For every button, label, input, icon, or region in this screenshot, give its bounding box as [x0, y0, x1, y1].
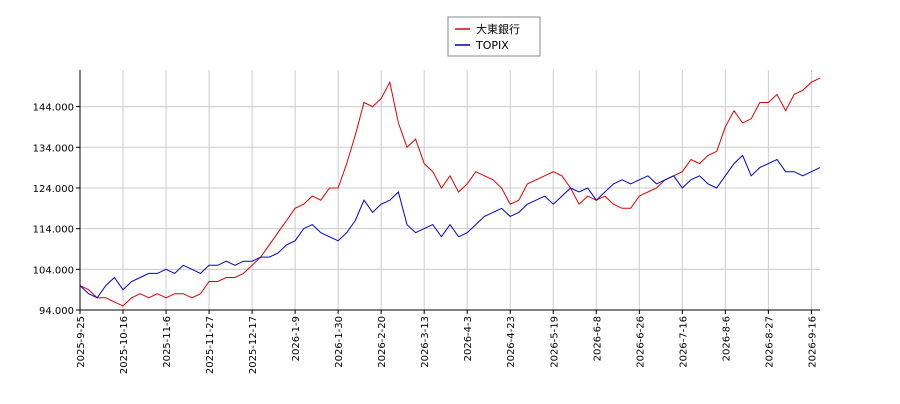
x-tick-label: 2025-12-17 [248, 316, 259, 374]
y-tick-label: 134.000 [33, 143, 74, 154]
legend-box [447, 16, 541, 57]
x-tick-label: 2026-1-30 [334, 316, 345, 368]
x-tick-label: 2026-9-16 [807, 316, 818, 368]
x-tick-label: 2026-8-27 [764, 316, 775, 368]
x-tick-label: 2026-5-19 [549, 316, 560, 368]
y-tick-label: 124.000 [33, 184, 74, 195]
x-tick-label: 2026-8-6 [721, 316, 732, 361]
x-tick-label: 2026-6-26 [635, 316, 646, 368]
x-tick-label: 2025-10-16 [119, 316, 130, 374]
series-line [79, 154, 821, 299]
legend-label: TOPIX [475, 39, 509, 52]
x-tick-label: 2025-9-25 [76, 316, 87, 368]
legend-label: 大東銀行 [476, 22, 520, 36]
x-tick-label: 2026-3-13 [420, 316, 431, 368]
y-tick-label: 104.000 [33, 265, 74, 276]
x-tick-label: 2026-4-3 [463, 316, 474, 361]
x-tick-label: 2026-6-8 [592, 316, 603, 361]
y-tick-label: 94.000 [39, 306, 74, 317]
x-tick-label: 2025-11-27 [205, 316, 216, 374]
x-tick-label: 2026-7-16 [678, 316, 689, 368]
x-tick-label: 2025-11-6 [162, 316, 173, 368]
x-tick-label: 2026-4-23 [506, 316, 517, 368]
x-tick-label: 2026-2-20 [377, 316, 388, 368]
x-tick-label: 2026-1-9 [291, 316, 302, 361]
y-tick-label: 144.000 [33, 103, 74, 114]
series-line [79, 77, 821, 307]
y-tick-label: 114.000 [33, 225, 74, 236]
